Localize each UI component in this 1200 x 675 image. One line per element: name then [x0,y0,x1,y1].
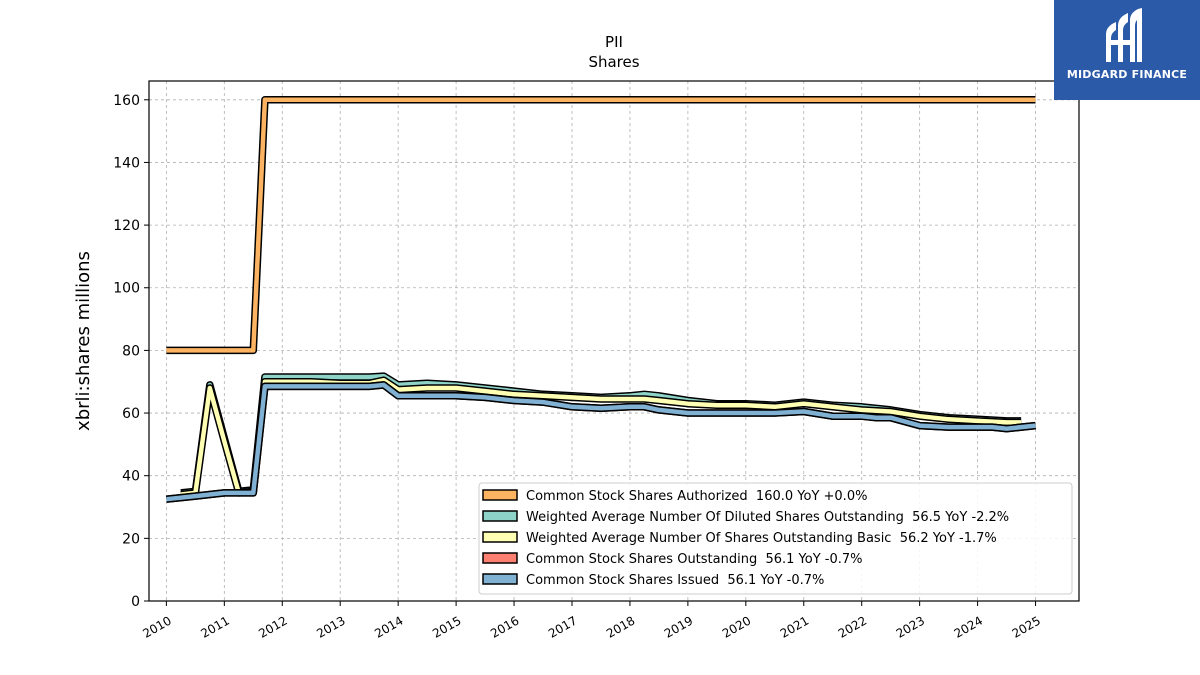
legend-entry: Weighted Average Number Of Diluted Share… [526,510,1009,525]
legend-swatch [482,489,518,501]
y-tick-label: 160 [113,93,140,109]
chart-title: PII [605,33,623,51]
y-tick-label: 80 [122,343,140,359]
chart-subtitle: Shares [588,53,639,71]
logo-mark-icon [1106,8,1142,62]
y-tick-label: 100 [113,281,140,297]
series-line [166,382,1036,502]
legend: Common Stock Shares Authorized 160.0 YoY… [478,482,1073,595]
legend-entry: Weighted Average Number Of Shares Outsta… [526,531,997,546]
legend-entry: Common Stock Shares Issued 56.1 YoY -0.7… [526,573,824,588]
legend-entry: Common Stock Shares Authorized 160.0 YoY… [526,489,867,504]
y-tick-label: 40 [122,469,140,485]
legend-swatch [482,573,518,585]
legend-entry: Common Stock Shares Outstanding 56.1 YoY… [526,552,863,567]
y-tick-label: 140 [113,155,140,171]
logo-text: MIDGARD FINANCE [1066,68,1188,81]
y-tick-label: 0 [131,594,140,610]
midgard-finance-logo: MIDGARD FINANCE [1054,0,1200,100]
y-axis-label: xbrli:shares millions [73,251,94,431]
y-tick-label: 120 [113,218,140,234]
plot-frame [148,80,1080,602]
legend-swatch [482,510,518,522]
y-tick-label: 60 [122,406,140,422]
y-tick-label: 20 [122,531,140,547]
legend-box [478,482,1073,595]
legend-swatch [482,531,518,543]
series-lines [166,96,1036,503]
series-line [166,97,1036,353]
legend-swatch [482,552,518,564]
